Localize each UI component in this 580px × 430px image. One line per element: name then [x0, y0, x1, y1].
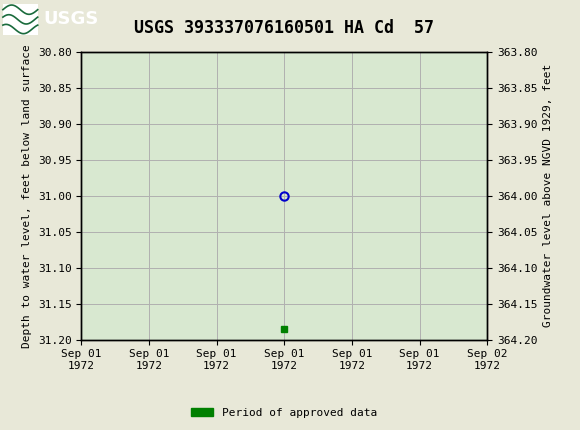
Bar	[3, 4, 38, 35]
Y-axis label: Depth to water level, feet below land surface: Depth to water level, feet below land su…	[22, 44, 32, 347]
Text: USGS: USGS	[44, 10, 99, 28]
Y-axis label: Groundwater level above NGVD 1929, feet: Groundwater level above NGVD 1929, feet	[543, 64, 553, 327]
Legend: Period of approved data: Period of approved data	[187, 403, 382, 422]
Text: USGS 393337076160501 HA Cd  57: USGS 393337076160501 HA Cd 57	[134, 19, 434, 37]
